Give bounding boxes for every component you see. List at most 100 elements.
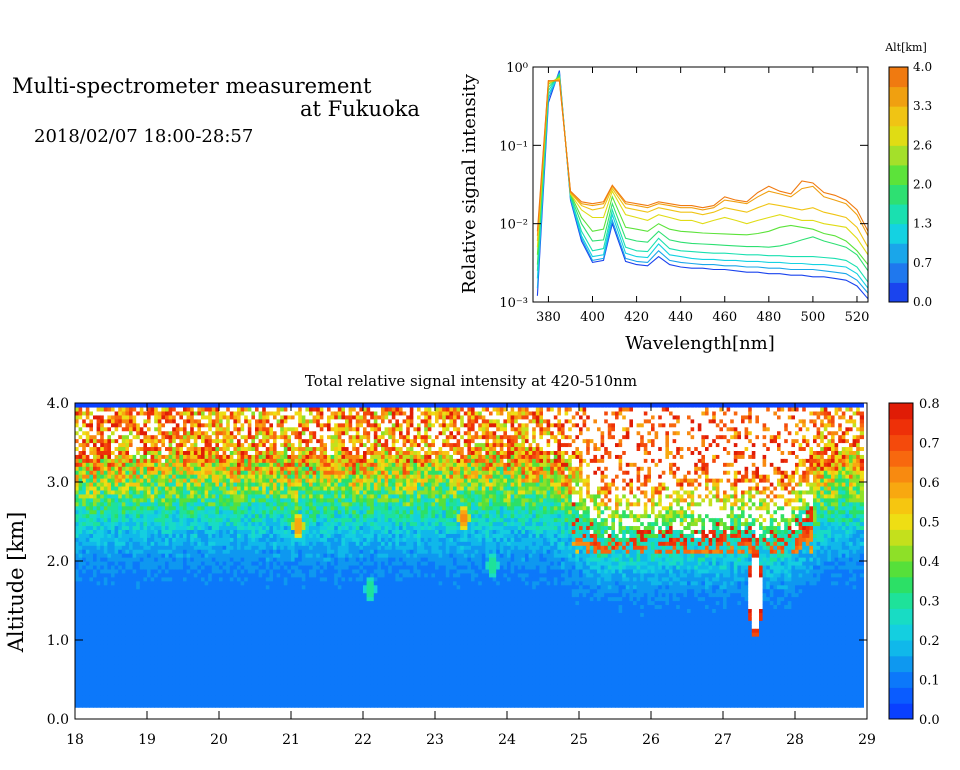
heatmap-cell [248,498,252,503]
heatmap-cell [251,691,255,696]
heatmap-cell [215,632,219,637]
heatmap-cell [143,691,147,696]
heatmap-cell [165,585,169,590]
heatmap-cell [136,446,140,451]
heatmap-cell [100,680,104,685]
heatmap-cell [161,569,165,574]
heatmap-cell [244,518,248,523]
heatmap-cell [219,656,223,661]
heatmap-cell [251,541,255,546]
heatmap-cell [277,494,281,499]
heatmap-cell [179,446,183,451]
heatmap-cell [187,470,191,475]
heatmap-cell [115,620,119,625]
heatmap-cell [115,407,119,412]
heatmap-cell [244,624,248,629]
heatmap-cell [122,506,126,511]
heatmap-cell [140,581,144,586]
heatmap-cell [280,458,284,463]
heatmap-cell [89,466,93,471]
heatmap-cell [233,522,237,527]
heatmap-cell [255,450,259,455]
heatmap-cell [82,680,86,685]
heatmap-cell [251,683,255,688]
heatmap-cell [172,470,176,475]
heatmap-cell [230,423,234,428]
heatmap-cell [208,577,212,582]
heatmap-cell [179,490,183,495]
heatmap-cell [237,569,241,574]
heatmap-cell [230,683,234,688]
heatmap-cell [194,553,198,558]
heatmap-cell [111,680,115,685]
heatmap-cell [172,419,176,424]
heatmap-cell [129,494,133,499]
heatmap-cell [277,403,281,408]
heatmap-cell [147,672,151,677]
heatmap-cell [284,636,288,641]
heatmap-cell [205,581,209,586]
heatmap-cell [183,573,187,578]
heatmap-cell [269,431,273,436]
spectrum-x-ticks: 380 400 420 440 460 480 500 520 [536,67,869,325]
heatmap-cell [118,656,122,661]
heatmap-cell [201,427,205,432]
heatmap-cell [104,640,108,645]
heatmap-cell [262,687,266,692]
heatmap-cell [151,518,155,523]
heatmap-cell [280,691,284,696]
heatmap-cell [75,514,79,519]
heatmap-cell [215,482,219,487]
heatmap-cell [269,545,273,550]
heatmap-cell [176,640,180,645]
heatmap-cell [284,585,288,590]
heatmap-cell [284,533,288,538]
heatmap-cell [248,403,252,408]
heatmap-cell [226,703,230,708]
heatmap-cell [205,541,209,546]
heatmap-cell [241,502,245,507]
heatmap-cell [161,668,165,673]
heatmap-cell [133,687,137,692]
heatmap-cell [133,561,137,566]
heatmap-cell [100,533,104,538]
heatmap-cell [129,474,133,479]
heatmap-cell [273,699,277,704]
heatmap-cell [111,644,115,649]
heatmap-cell [154,454,158,459]
heatmap-cell [194,601,198,606]
heatmap-cell [179,660,183,665]
heatmap-cell [100,604,104,609]
heatmap-cell [86,593,90,598]
heatmap-cell [201,668,205,673]
heatmap-cell [115,577,119,582]
heatmap-cell [205,462,209,467]
heatmap-cell [165,478,169,483]
heatmap-cell [82,541,86,546]
heatmap-cell [104,593,108,598]
heatmap-cell [86,435,90,440]
heatmap-cell [219,522,223,527]
heatmap-cell [223,549,227,554]
heatmap-cell [147,474,151,479]
spectrum-y-tick-label: 10⁻³ [499,296,528,311]
heatmap-cell [143,549,147,554]
heatmap-cell [82,553,86,558]
heatmap-cell [201,676,205,681]
heatmap-cell [219,628,223,633]
heatmap-cell [147,458,151,463]
heatmap-cell [151,407,155,412]
heatmap-cell [158,636,162,641]
heatmap-cell [107,573,111,578]
heatmap-cell [194,577,198,582]
heatmap-cell [125,656,129,661]
heatmap-cell [125,439,129,444]
heatmap-cell [111,620,115,625]
heatmap-cell [273,439,277,444]
heatmap-cell [151,699,155,704]
heatmap-cell [223,577,227,582]
heatmap-cell [129,502,133,507]
heatmap-cell [208,691,212,696]
heatmap-cell [244,604,248,609]
heatmap-cell [201,640,205,645]
